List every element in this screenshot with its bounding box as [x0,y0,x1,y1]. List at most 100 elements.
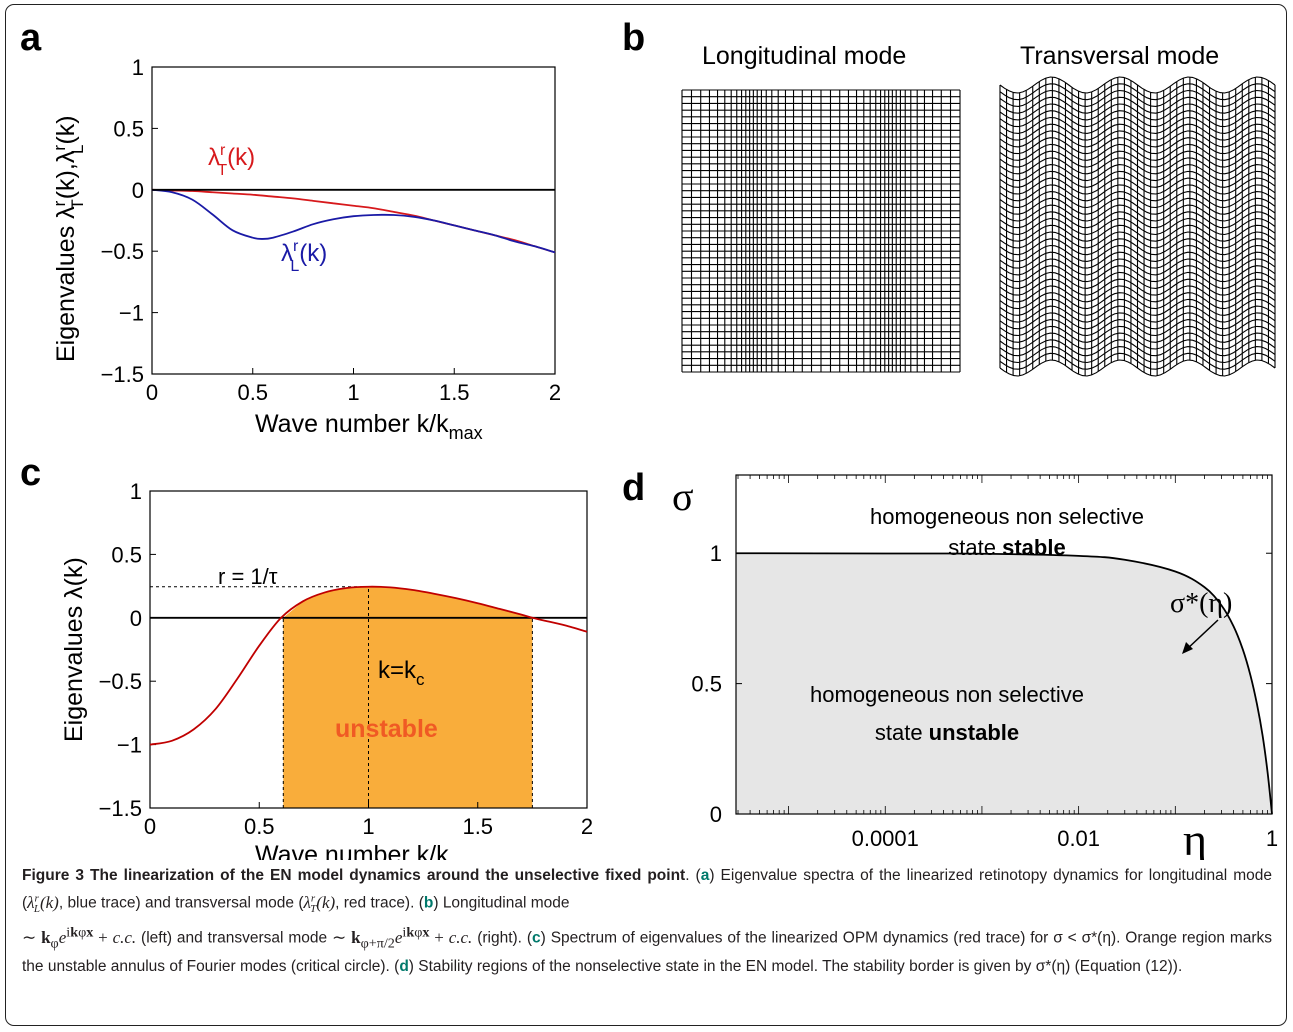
panel-c-xlabel: Wave number k/kc [255,841,458,860]
panel-a-series [151,188,556,254]
y-tick-label: 0 [710,802,722,827]
unstable-text-2: state unstable [875,720,1019,745]
lambda-L-line [151,188,556,254]
x-tick-label: 1.5 [462,814,493,839]
wave-line-h [999,339,1276,357]
wave-line-h [999,305,1276,323]
panel-a-ylabel: Eigenvalues λrT(k),λrL(k) [50,115,87,362]
x-tick-label: 0.0001 [852,826,919,851]
figure-caption: Figure 3 The linearization of the EN mod… [22,867,1273,976]
panel-d: d 0.0001 0.01 1 10.50 σ η homogeneous non … [622,467,1278,860]
panel-a-axes-box [151,66,556,375]
panel-a-label: a [20,17,42,59]
x-tick-label: 1 [362,814,374,839]
caption-a-label: a [700,867,710,884]
x-tick-label: 2 [581,814,593,839]
wave-line-h [999,197,1276,215]
x-tick-label: 1 [1266,826,1278,851]
wave-line-h [999,116,1276,134]
caption-title: Figure 3 The linearization of the EN mod… [22,867,686,884]
y-tick-label: −0.5 [101,239,144,264]
wave-line-h [999,319,1276,337]
caption-c-text: Spectrum of eigenvalues of the linearize… [22,929,1273,976]
y-tick-label: −1 [119,301,144,326]
wave-line-h [999,265,1276,283]
wave-line-h [999,110,1276,128]
wave-line-h [999,238,1276,256]
panel-d-label: d [622,467,645,509]
sigma-star-arrowhead [1182,642,1193,654]
wave-line-h [999,352,1276,370]
x-tick-label: 1.5 [439,380,470,405]
wave-line-h [999,292,1276,310]
unstable-text: homogeneous non selective [810,682,1084,707]
y-tick-label: −1.5 [99,796,142,821]
x-tick-label: 1 [347,380,359,405]
x-tick-label: 0.5 [244,814,275,839]
y-tick-label: 0.5 [111,542,142,567]
panel-b-left-title: Longitudinal mode [702,42,906,70]
y-tick-label: −1 [117,733,142,758]
wave-line-h [999,244,1276,262]
y-tick-label: 1 [130,479,142,504]
caption-c-label: c [532,929,541,947]
panel-a-xlabel: Wave number k/kmax [255,410,483,443]
unstable-region [283,586,533,808]
panel-a-lambda-T-label: λr T(k) [208,142,255,179]
wave-line-h [999,211,1276,229]
figure-canvas: a 0 0.5 1 1.5 2 10.50−0.5−1−1.5 Wave number … [20,17,1278,860]
sigma-star-line [736,552,1273,815]
wave-line-h [999,312,1276,330]
y-tick-label: 0 [130,606,142,631]
wave-line-h [999,96,1276,114]
r-tau-label: r = 1/τ [218,564,278,589]
wave-line-h [999,157,1276,175]
y-tick-label: 0.5 [691,672,722,697]
y-tick-label: 1 [710,541,722,566]
panel-b-label: b [622,17,645,59]
wave-line-h [999,83,1276,101]
wave-line-h [999,76,1276,94]
wave-line-h [999,150,1276,168]
caption-d-label: d [399,958,409,976]
wave-line-h [999,224,1276,242]
caption-b-text: Longitudinal mode [442,894,570,912]
panel-a: a 0 0.5 1 1.5 2 1 0.5 0 −0.5 −1 −1.5 Wave number … [20,17,561,443]
panel-c-series [149,585,588,808]
panel-d-y-ticks: 10.50 [691,541,1272,827]
figure-frame [5,4,1287,1026]
transversal-mode-grid [999,76,1276,377]
wave-line-h [999,325,1276,343]
wave-line-h [999,346,1276,364]
wave-line-h [999,231,1276,249]
lambda-line [149,585,588,746]
panel-a-x-ticks: 0 0.5 1 1.5 2 [146,368,561,405]
caption-b-label: b [423,894,434,912]
x-tick-label: 0.5 [237,380,268,405]
unstable-fill [283,586,533,808]
x-tick-label: 0 [146,380,158,405]
panel-c-y-ticks: 1 0.5 0 −0.5 −1 −1.5 [99,479,156,821]
sigma-star-arrow [1185,619,1219,651]
panel-a-lambda-L-label: λr L(k) [281,238,327,275]
stable-text-2: state stable [948,535,1065,560]
panel-d-series [736,552,1273,815]
sigma-star-label: σ*(η) [1170,588,1232,619]
longitudinal-mode-grid [681,89,961,373]
x-tick-label: 0 [144,814,156,839]
wave-line-h [999,191,1276,209]
wave-line-h [999,184,1276,202]
x-tick-label: 0.01 [1057,826,1100,851]
lambda-T-line [151,188,556,254]
wave-line-h [999,285,1276,303]
panel-b: b Longitudinal mode Transversal mode [622,17,1276,377]
panel-c-ylabel: Eigenvalues λ(k) [60,557,88,742]
wave-line-h [999,278,1276,296]
y-tick-label: 0 [132,178,144,203]
panel-c: c 0 0.5 1 1.5 2 1 0.5 0 −0.5 −1 −1.5 r = 1/τ k=kc… [20,452,593,860]
wave-line-h [999,298,1276,316]
wave-line-h [999,143,1276,161]
wave-line-h [999,217,1276,236]
wave-line-h [999,359,1276,377]
k-equals-kc-label: k=kc [378,657,425,689]
